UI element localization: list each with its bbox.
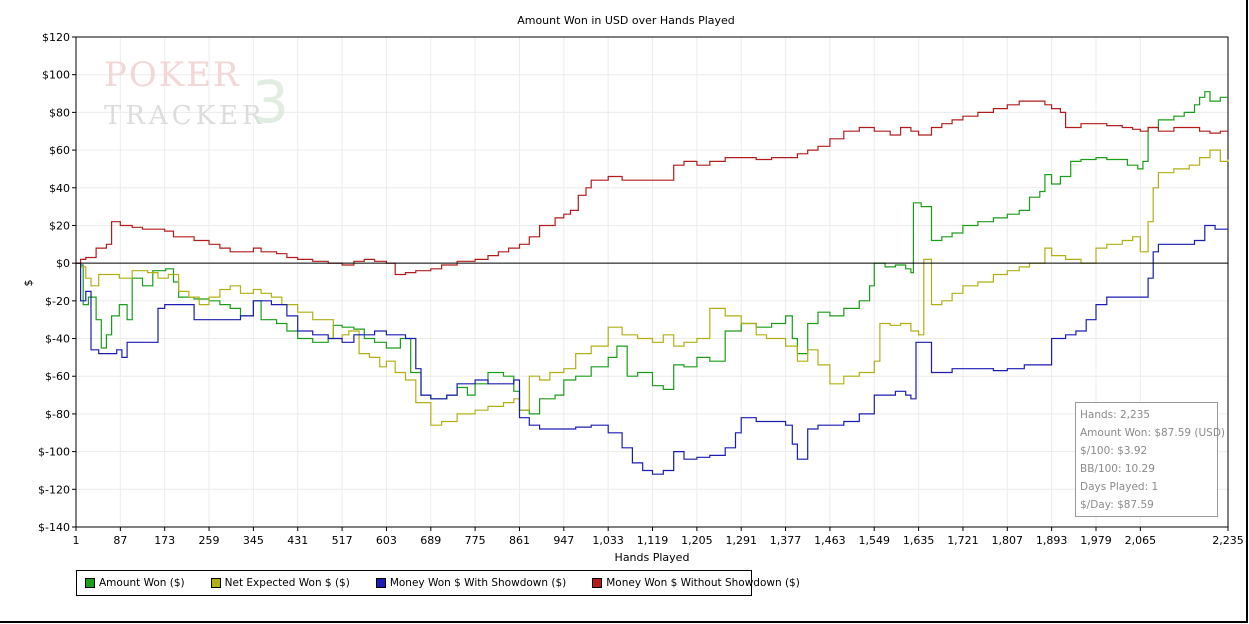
x-tick-label: 775: [465, 534, 486, 547]
x-tick-label: 603: [376, 534, 397, 547]
x-tick-label: 2,235: [1212, 534, 1244, 547]
y-tick-label: $20: [49, 219, 70, 232]
legend-label: Net Expected Won $ ($): [224, 577, 350, 589]
x-tick-label: 259: [199, 534, 220, 547]
x-tick-label: 1,377: [770, 534, 802, 547]
x-tick-label: 1,033: [592, 534, 624, 547]
y-tick-label: $100: [42, 69, 70, 82]
x-tick-label: 1,119: [637, 534, 669, 547]
x-tick-label: 689: [420, 534, 441, 547]
y-tick-label: $60: [49, 144, 70, 157]
legend-label: Money Won $ Without Showdown ($): [606, 577, 800, 589]
x-axis-label: Hands Played: [615, 551, 690, 564]
x-tick-label: 517: [332, 534, 353, 547]
x-tick-label: 431: [287, 534, 308, 547]
x-tick-label: 1,979: [1080, 534, 1112, 547]
x-tick-label: 1,463: [814, 534, 846, 547]
legend-swatch: [210, 578, 221, 588]
series-line-without-showdown: [76, 100, 1228, 276]
legend-item-with-showdown: Money Won $ With Showdown ($): [375, 577, 567, 589]
y-tick-label: $80: [49, 106, 70, 119]
x-tick-label: 1,721: [947, 534, 979, 547]
y-tick-label: $-100: [38, 446, 70, 459]
stat-per-100: $/100: $3.92: [1080, 445, 1148, 457]
legend: Amount Won ($) Net Expected Won $ ($) Mo…: [76, 570, 800, 596]
y-axis-ticks: $120 $100 $80 $60 $40 $20 $0 $-20 $-40 $-60 $-80 $-…: [38, 31, 76, 534]
x-tick-label: 1,893: [1036, 534, 1068, 547]
series-line-net-expected: [76, 149, 1229, 426]
x-tick-label: 1,549: [859, 534, 891, 547]
x-tick-label: 947: [553, 534, 574, 547]
x-axis-ticks: 1 87 173 259 345 431 517 603 689 775 861 947 1,033 1,…: [73, 527, 1244, 547]
series-line-with-showdown: [76, 224, 1228, 475]
stats-box: Hands: 2,235 Amount Won: $87.59 (USD) $/…: [1075, 402, 1226, 517]
y-tick-label: $0: [56, 257, 70, 270]
legend-swatch: [592, 578, 603, 588]
stat-bb-per-100: BB/100: 10.29: [1080, 463, 1155, 475]
y-tick-label: $120: [42, 31, 70, 44]
y-tick-label: $-120: [38, 483, 70, 496]
x-tick-label: 345: [243, 534, 264, 547]
x-tick-label: 87: [113, 534, 127, 547]
x-tick-label: 1,205: [681, 534, 713, 547]
x-tick-label: 1,291: [725, 534, 757, 547]
x-tick-label: 1,635: [903, 534, 935, 547]
y-tick-label: $40: [49, 182, 70, 195]
chart-title: Amount Won in USD over Hands Played: [517, 14, 735, 27]
y-tick-label: $-40: [45, 333, 70, 346]
grid: [75, 36, 1229, 528]
legend-label: Money Won $ With Showdown ($): [389, 577, 567, 589]
legend-item-net-expected: Net Expected Won $ ($): [210, 577, 350, 589]
legend-swatch: [375, 578, 386, 588]
legend-item-amount-won: Amount Won ($): [85, 577, 185, 589]
legend-item-without-showdown: Money Won $ Without Showdown ($): [592, 577, 800, 589]
legend-swatch: [85, 578, 95, 588]
y-tick-label: $-60: [45, 370, 70, 383]
stat-per-day: $/Day: $87.59: [1080, 499, 1154, 511]
y-axis-label: $: [22, 280, 35, 287]
y-tick-label: $-140: [38, 521, 70, 534]
stat-amount-won: Amount Won: $87.59 (USD): [1080, 427, 1226, 439]
x-tick-label: 1,807: [992, 534, 1024, 547]
series-layer: [76, 91, 1229, 475]
y-tick-label: $-80: [45, 408, 70, 421]
y-tick-label: $-20: [45, 295, 70, 308]
stat-hands: Hands: 2,235: [1080, 409, 1151, 421]
plot-border: [75, 36, 1229, 528]
stat-days-played: Days Played: 1: [1080, 481, 1159, 493]
legend-label: Amount Won ($): [99, 577, 185, 589]
x-tick-label: 861: [509, 534, 530, 547]
x-tick-label: 2,065: [1125, 534, 1157, 547]
x-tick-label: 1: [73, 534, 80, 547]
series-line-amount-won: [76, 91, 1228, 415]
x-tick-label: 173: [154, 534, 175, 547]
